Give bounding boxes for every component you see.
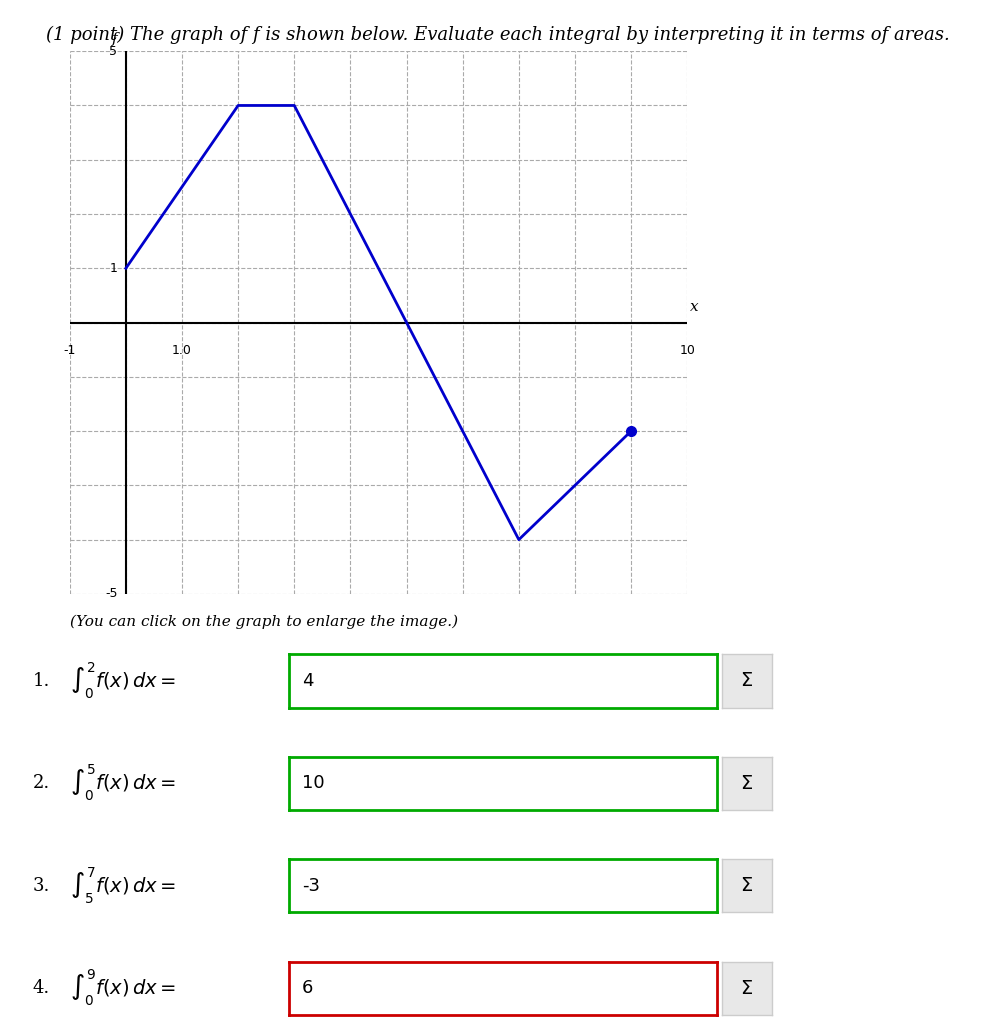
Text: $\Sigma$: $\Sigma$: [740, 774, 754, 793]
Text: $\Sigma$: $\Sigma$: [740, 877, 754, 895]
Text: 2.: 2.: [33, 774, 50, 793]
Text: $\int_{5}^{7} f(x)\,dx =$: $\int_{5}^{7} f(x)\,dx =$: [70, 865, 176, 906]
Text: $\int_{0}^{2} f(x)\,dx =$: $\int_{0}^{2} f(x)\,dx =$: [70, 660, 176, 701]
Text: 10: 10: [679, 344, 695, 357]
Text: $\int_{0}^{9} f(x)\,dx =$: $\int_{0}^{9} f(x)\,dx =$: [70, 968, 176, 1009]
Text: 3.: 3.: [33, 877, 50, 895]
Text: $\int_{0}^{5} f(x)\,dx =$: $\int_{0}^{5} f(x)\,dx =$: [70, 763, 176, 804]
Text: 6: 6: [302, 979, 313, 997]
Text: -1: -1: [64, 344, 76, 357]
Text: 1.0: 1.0: [172, 344, 192, 357]
Text: $\Sigma$: $\Sigma$: [740, 979, 754, 997]
Text: f: f: [112, 32, 118, 46]
Text: 4: 4: [302, 672, 313, 690]
Text: 10: 10: [302, 774, 325, 793]
Text: -5: -5: [105, 588, 118, 600]
Text: 1: 1: [110, 262, 118, 274]
Text: (You can click on the graph to enlarge the image.): (You can click on the graph to enlarge t…: [70, 614, 458, 629]
Text: (1 point) The graph of f is shown below. Evaluate each integral by interpreting : (1 point) The graph of f is shown below.…: [46, 26, 950, 44]
Text: 5: 5: [110, 45, 118, 57]
Text: $\Sigma$: $\Sigma$: [740, 672, 754, 690]
Text: x: x: [690, 300, 698, 314]
Text: 4.: 4.: [33, 979, 50, 997]
Text: -3: -3: [302, 877, 320, 895]
Text: 1.: 1.: [33, 672, 50, 690]
